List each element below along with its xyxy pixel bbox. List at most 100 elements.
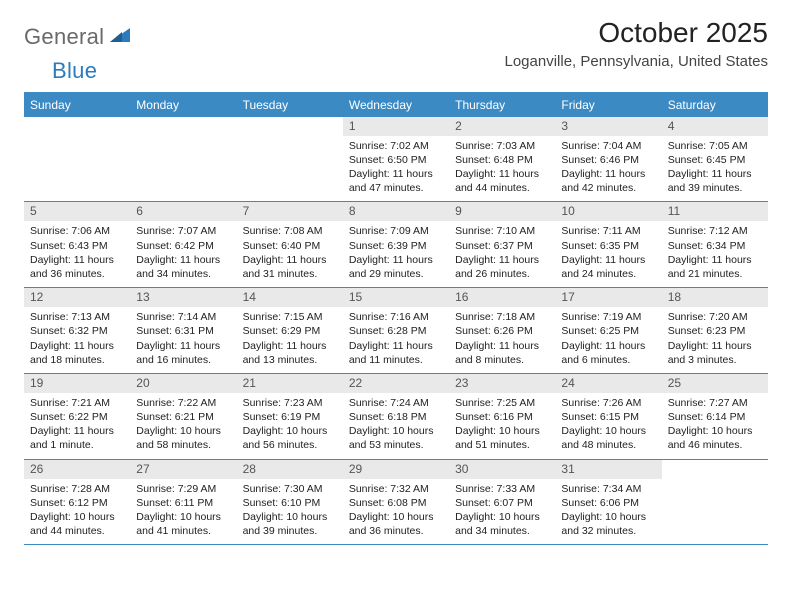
sunrise-text: Sunrise: 7:05 AM <box>668 139 762 153</box>
day-details: Sunrise: 7:07 AMSunset: 6:42 PMDaylight:… <box>130 224 236 281</box>
brand-word1: General <box>24 24 104 50</box>
calendar-day: 1Sunrise: 7:02 AMSunset: 6:50 PMDaylight… <box>343 117 449 202</box>
sunrise-text: Sunrise: 7:07 AM <box>136 224 230 238</box>
daylight-text: Daylight: 10 hours and 32 minutes. <box>561 510 655 538</box>
sunrise-text: Sunrise: 7:24 AM <box>349 396 443 410</box>
daylight-text: Daylight: 11 hours and 21 minutes. <box>668 253 762 281</box>
day-number: 12 <box>24 288 130 307</box>
sunset-text: Sunset: 6:42 PM <box>136 239 230 253</box>
calendar-day: 21 Sunrise: 7:23 AMSunset: 6:19 PMDayligh… <box>237 374 343 459</box>
daylight-text: Daylight: 10 hours and 58 minutes. <box>136 424 230 452</box>
daylight-text: Daylight: 10 hours and 34 minutes. <box>455 510 549 538</box>
sunrise-text: Sunrise: 7:16 AM <box>349 310 443 324</box>
day-number: 25 <box>662 374 768 393</box>
sunset-text: Sunset: 6:29 PM <box>243 324 337 338</box>
daylight-text: Daylight: 11 hours and 42 minutes. <box>561 167 655 195</box>
daylight-text: Daylight: 10 hours and 39 minutes. <box>243 510 337 538</box>
sunset-text: Sunset: 6:08 PM <box>349 496 443 510</box>
calendar-day: 30Sunrise: 7:33 AMSunset: 6:07 PMDayligh… <box>449 460 555 545</box>
calendar-day: 10Sunrise: 7:11 AMSunset: 6:35 PMDayligh… <box>555 202 661 287</box>
calendar-day: 27Sunrise: 7:29 AMSunset: 6:11 PMDayligh… <box>130 460 236 545</box>
day-details: Sunrise: 7:08 AMSunset: 6:40 PMDaylight:… <box>237 224 343 281</box>
day-number: 5 <box>24 202 130 221</box>
calendar-day: 18Sunrise: 7:20 AMSunset: 6:23 PMDayligh… <box>662 288 768 373</box>
sunset-text: Sunset: 6:22 PM <box>30 410 124 424</box>
day-number <box>662 460 768 479</box>
calendar-week: 26Sunrise: 7:28 AMSunset: 6:12 PMDayligh… <box>24 460 768 546</box>
day-details: Sunrise: 7:29 AMSunset: 6:11 PMDaylight:… <box>130 482 236 539</box>
sunrise-text: Sunrise: 7:26 AM <box>561 396 655 410</box>
calendar-week: 19Sunrise: 7:21 AMSunset: 6:22 PMDayligh… <box>24 374 768 460</box>
sunrise-text: Sunrise: 7:11 AM <box>561 224 655 238</box>
calendar-day: 22Sunrise: 7:24 AMSunset: 6:18 PMDayligh… <box>343 374 449 459</box>
day-number: 9 <box>449 202 555 221</box>
sunrise-text: Sunrise: 7:15 AM <box>243 310 337 324</box>
day-details: Sunrise: 7:34 AMSunset: 6:06 PMDaylight:… <box>555 482 661 539</box>
sunset-text: Sunset: 6:23 PM <box>668 324 762 338</box>
day-details: Sunrise: 7:23 AMSunset: 6:19 PMDaylight:… <box>237 396 343 453</box>
day-details: Sunrise: 7:26 AMSunset: 6:15 PMDaylight:… <box>555 396 661 453</box>
day-details: Sunrise: 7:12 AMSunset: 6:34 PMDaylight:… <box>662 224 768 281</box>
sunrise-text: Sunrise: 7:30 AM <box>243 482 337 496</box>
day-details: Sunrise: 7:32 AMSunset: 6:08 PMDaylight:… <box>343 482 449 539</box>
calendar-day: 15Sunrise: 7:16 AMSunset: 6:28 PMDayligh… <box>343 288 449 373</box>
day-number: 1 <box>343 117 449 136</box>
day-number <box>237 117 343 136</box>
sunrise-text: Sunrise: 7:14 AM <box>136 310 230 324</box>
sunrise-text: Sunrise: 7:09 AM <box>349 224 443 238</box>
calendar-day: 26Sunrise: 7:28 AMSunset: 6:12 PMDayligh… <box>24 460 130 545</box>
daylight-text: Daylight: 11 hours and 47 minutes. <box>349 167 443 195</box>
sunrise-text: Sunrise: 7:22 AM <box>136 396 230 410</box>
day-details: Sunrise: 7:16 AMSunset: 6:28 PMDaylight:… <box>343 310 449 367</box>
sunset-text: Sunset: 6:46 PM <box>561 153 655 167</box>
sunset-text: Sunset: 6:25 PM <box>561 324 655 338</box>
day-number: 30 <box>449 460 555 479</box>
sunrise-text: Sunrise: 7:21 AM <box>30 396 124 410</box>
day-details: Sunrise: 7:10 AMSunset: 6:37 PMDaylight:… <box>449 224 555 281</box>
calendar-week: 5Sunrise: 7:06 AMSunset: 6:43 PMDaylight… <box>24 202 768 288</box>
calendar: Sunday Monday Tuesday Wednesday Thursday… <box>24 92 768 545</box>
day-number: 4 <box>662 117 768 136</box>
day-number: 7 <box>237 202 343 221</box>
day-details: Sunrise: 7:05 AMSunset: 6:45 PMDaylight:… <box>662 139 768 196</box>
calendar-day: 5Sunrise: 7:06 AMSunset: 6:43 PMDaylight… <box>24 202 130 287</box>
brand-word2: Blue <box>52 58 97 83</box>
day-number <box>130 117 236 136</box>
sunrise-text: Sunrise: 7:10 AM <box>455 224 549 238</box>
sunrise-text: Sunrise: 7:25 AM <box>455 396 549 410</box>
sunset-text: Sunset: 6:10 PM <box>243 496 337 510</box>
day-number: 6 <box>130 202 236 221</box>
calendar-day: 6 Sunrise: 7:07 AMSunset: 6:42 PMDaylight… <box>130 202 236 287</box>
day-number: 21 <box>237 374 343 393</box>
calendar-day: 7 Sunrise: 7:08 AMSunset: 6:40 PMDaylight… <box>237 202 343 287</box>
weeks-container: 1Sunrise: 7:02 AMSunset: 6:50 PMDaylight… <box>24 117 768 545</box>
daylight-text: Daylight: 11 hours and 31 minutes. <box>243 253 337 281</box>
daylight-text: Daylight: 10 hours and 56 minutes. <box>243 424 337 452</box>
month-title: October 2025 <box>505 18 769 49</box>
daylight-text: Daylight: 10 hours and 46 minutes. <box>668 424 762 452</box>
title-block: October 2025 Loganville, Pennsylvania, U… <box>505 18 769 80</box>
calendar-day: 9 Sunrise: 7:10 AMSunset: 6:37 PMDaylight… <box>449 202 555 287</box>
daylight-text: Daylight: 11 hours and 24 minutes. <box>561 253 655 281</box>
day-number: 10 <box>555 202 661 221</box>
sunset-text: Sunset: 6:39 PM <box>349 239 443 253</box>
calendar-day: 4 Sunrise: 7:05 AMSunset: 6:45 PMDaylight… <box>662 117 768 202</box>
day-details: Sunrise: 7:03 AMSunset: 6:48 PMDaylight:… <box>449 139 555 196</box>
dow-saturday: Saturday <box>662 94 768 117</box>
sunrise-text: Sunrise: 7:02 AM <box>349 139 443 153</box>
calendar-week: 1Sunrise: 7:02 AMSunset: 6:50 PMDaylight… <box>24 117 768 203</box>
sunrise-text: Sunrise: 7:23 AM <box>243 396 337 410</box>
day-number: 19 <box>24 374 130 393</box>
sunrise-text: Sunrise: 7:33 AM <box>455 482 549 496</box>
calendar-day: 29Sunrise: 7:32 AMSunset: 6:08 PMDayligh… <box>343 460 449 545</box>
calendar-day: 2Sunrise: 7:03 AMSunset: 6:48 PMDaylight… <box>449 117 555 202</box>
sunrise-text: Sunrise: 7:19 AM <box>561 310 655 324</box>
day-details: Sunrise: 7:27 AMSunset: 6:14 PMDaylight:… <box>662 396 768 453</box>
day-details: Sunrise: 7:21 AMSunset: 6:22 PMDaylight:… <box>24 396 130 453</box>
daylight-text: Daylight: 11 hours and 29 minutes. <box>349 253 443 281</box>
calendar-day: 24Sunrise: 7:26 AMSunset: 6:15 PMDayligh… <box>555 374 661 459</box>
daylight-text: Daylight: 10 hours and 41 minutes. <box>136 510 230 538</box>
dow-sunday: Sunday <box>24 94 130 117</box>
sunset-text: Sunset: 6:34 PM <box>668 239 762 253</box>
daylight-text: Daylight: 11 hours and 8 minutes. <box>455 339 549 367</box>
